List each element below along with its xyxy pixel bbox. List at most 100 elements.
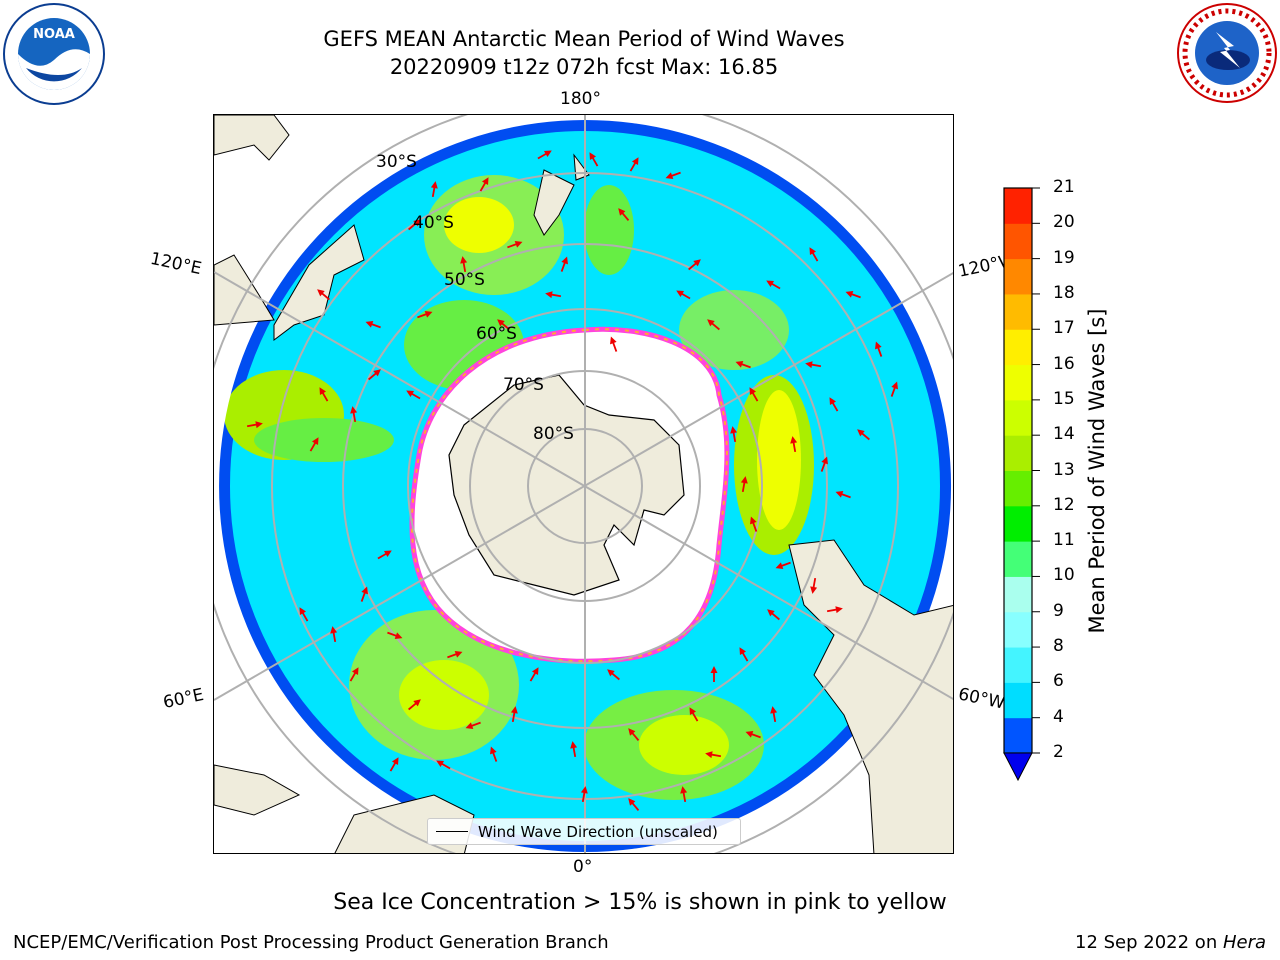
wave-band [679, 290, 789, 370]
legend-label: Wind Wave Direction (unscaled) [478, 822, 718, 841]
wind-wave-arrow [529, 667, 539, 682]
lat-label-60s: 60°S [476, 324, 517, 344]
wind-wave-arrow [775, 561, 791, 569]
wind-wave-arrow [510, 706, 518, 723]
wind-wave-arrow [490, 746, 498, 762]
wind-wave-arrow [857, 429, 870, 441]
wind-wave-arrow [319, 387, 329, 402]
footer-date: 12 Sep 2022 on Hera [1075, 932, 1266, 953]
wind-wave-arrow [417, 311, 433, 319]
wave-band [757, 390, 801, 530]
wind-wave-arrow [676, 290, 691, 300]
wind-wave-arrow [365, 321, 381, 329]
colorbar-tick-label: 10 [1053, 565, 1075, 586]
colorbar-tick-label: 8 [1053, 636, 1064, 657]
footer-date-text: 12 Sep 2022 on [1075, 932, 1223, 953]
wind-wave-arrow [826, 606, 843, 614]
wind-wave-arrow [689, 707, 699, 722]
wind-wave-arrow [707, 319, 720, 331]
map-panel [213, 114, 954, 854]
lat-label-30s: 30°S [376, 152, 417, 172]
lon-label-120e: 120°E [148, 248, 204, 280]
wind-wave-arrow [628, 798, 640, 811]
colorbar-tick-label: 19 [1053, 247, 1075, 268]
wind-wave-arrow [430, 181, 438, 198]
noaa-logo-text: NOAA [33, 27, 75, 42]
polar-map [214, 115, 953, 853]
footer-machine: Hera [1222, 932, 1266, 953]
colorbar-segment [1004, 470, 1032, 507]
wind-wave-arrow [835, 491, 851, 499]
colorbar-segment [1004, 258, 1032, 295]
graticule [214, 115, 953, 853]
wind-wave-arrow [447, 651, 463, 659]
wind-wave-arrow [246, 421, 263, 429]
colorbar-segment [1004, 647, 1032, 683]
wind-wave-arrow [890, 381, 898, 397]
wind-wave-arrow [349, 667, 359, 682]
wind-wave-arrow [790, 436, 798, 453]
lon-label-180: 180° [560, 89, 601, 109]
wind-wave-arrow [589, 152, 599, 167]
colorbar-tick-label: 13 [1053, 459, 1075, 480]
colorbar-segment [1004, 435, 1032, 471]
wave-band [584, 185, 634, 275]
wind-wave-arrow [688, 259, 701, 271]
wind-wave-arrow [629, 157, 639, 172]
colorbar-tick-label: 17 [1053, 318, 1075, 339]
colorbar-segment [1004, 223, 1032, 260]
wave-band [639, 715, 729, 775]
colorbar-under-arrow [1003, 752, 1033, 782]
wave-band [254, 418, 394, 462]
wind-wave-arrow [710, 666, 718, 682]
wind-wave-arrow [350, 406, 358, 423]
nws-logo [1177, 3, 1277, 103]
wind-wave-arrow [740, 476, 748, 493]
wind-wave-arrow [739, 647, 749, 662]
land-madagascar [214, 764, 301, 816]
wind-wave-arrow [389, 757, 399, 772]
colorbar-label: Mean Period of Wind Waves [s] [1085, 308, 1109, 634]
colorbar-segment [1004, 576, 1032, 613]
colorbar-tick-label: 14 [1053, 424, 1075, 445]
wind-wave-arrow [360, 586, 368, 602]
lon-label-0: 0° [573, 857, 593, 877]
sea-ice-note: Sea Ice Concentration > 15% is shown in … [333, 890, 947, 915]
wind-wave-arrow [749, 387, 759, 402]
colorbar-segment [1004, 364, 1032, 401]
colorbar-tick-label: 18 [1053, 282, 1075, 303]
colorbar-segment [1004, 399, 1032, 436]
land-australia [273, 224, 365, 341]
wind-wave-arrow [560, 256, 568, 272]
legend-line-swatch [436, 831, 468, 832]
colorbar-segment [1004, 541, 1032, 577]
lat-label-80s: 80°S [533, 424, 574, 444]
wind-wave-arrow [766, 280, 781, 290]
wave-band [444, 197, 514, 253]
colorbar-segment [1004, 505, 1032, 542]
wind-wave-arrow [767, 609, 780, 621]
colorbar-tick-label: 16 [1053, 353, 1075, 374]
wind-wave-arrow [810, 577, 818, 594]
wind-wave-arrow [607, 669, 620, 681]
wind-wave-arrow [845, 291, 861, 299]
wind-wave-arrow [610, 336, 618, 352]
wind-wave-arrow [377, 550, 392, 560]
lat-label-40s: 40°S [413, 213, 454, 233]
wind-wave-arrow [628, 728, 640, 741]
wind-wave-arrow [665, 171, 681, 179]
wind-wave-arrow [368, 369, 381, 381]
lat-label-70s: 70°S [503, 375, 544, 395]
wind-wave-arrow [309, 437, 319, 452]
colorbar-segment [1004, 682, 1032, 719]
colorbar-tick-label: 11 [1053, 530, 1075, 551]
colorbar-tick-label: 15 [1053, 388, 1075, 409]
wind-wave-arrow [770, 706, 778, 723]
colorbar-segment [1004, 188, 1032, 224]
colorbar-segment [1004, 293, 1032, 330]
wind-wave-arrows [246, 150, 898, 811]
colorbar-tick-label: 12 [1053, 494, 1075, 515]
lat-label-50s: 50°S [444, 270, 485, 290]
map-legend: Wind Wave Direction (unscaled) [427, 818, 741, 845]
wind-wave-arrow [705, 751, 722, 759]
